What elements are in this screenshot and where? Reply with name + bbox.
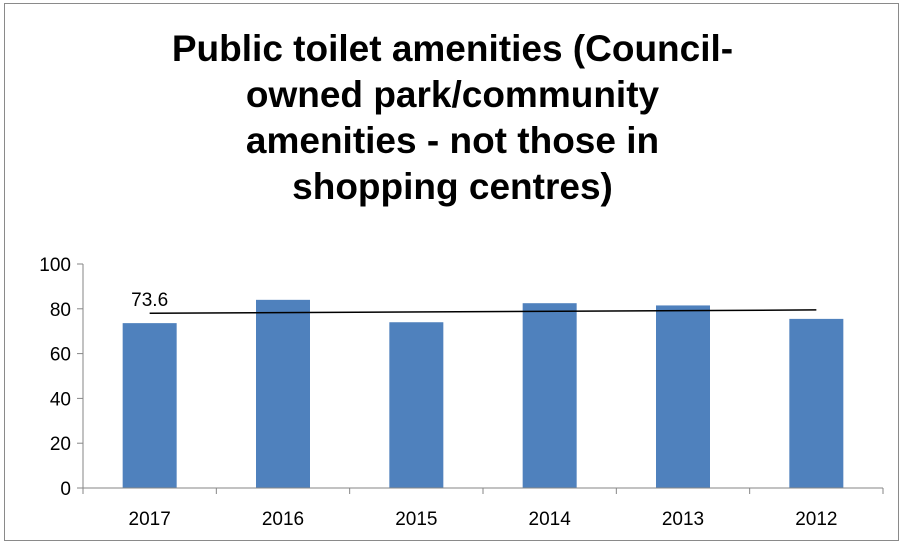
y-tick-label: 40 [50,389,71,410]
bar [122,323,177,488]
bar [522,303,577,488]
y-axis-ticks: 0 20 40 60 80 100 [39,255,83,500]
chart-title-line: Public toilet amenities (Council- [171,28,734,69]
x-tick-label: 2015 [395,509,437,530]
bar [389,322,444,488]
x-tick-label: 2016 [262,509,304,530]
chart-title-line: shopping centres) [292,166,613,207]
y-tick-label: 0 [60,479,71,500]
chart-title: Public toilet amenities (Council- owned … [0,26,905,210]
y-tick-label: 80 [50,300,71,321]
x-tick-label: 2014 [529,509,572,530]
x-axis-ticks: 2017 2016 2015 2014 2013 2012 [82,488,884,530]
y-tick-label: 20 [50,434,71,455]
y-tick-label: 60 [50,345,71,366]
trendline-group [149,309,817,315]
y-tick-label: 100 [39,255,71,276]
chart-title-line: amenities - not those in [245,120,660,161]
bar [256,299,310,488]
trendline [149,309,817,315]
x-tick-label: 2012 [795,509,837,530]
chart-title-line: owned park/community [245,74,660,115]
x-tick-label: 2013 [662,509,704,530]
axes [82,264,883,489]
bars [122,299,844,488]
data-label: 73.6 [131,290,168,311]
bar [656,305,710,488]
bar [789,318,844,488]
x-tick-label: 2017 [129,509,171,530]
data-labels: 73.6 [131,290,168,311]
